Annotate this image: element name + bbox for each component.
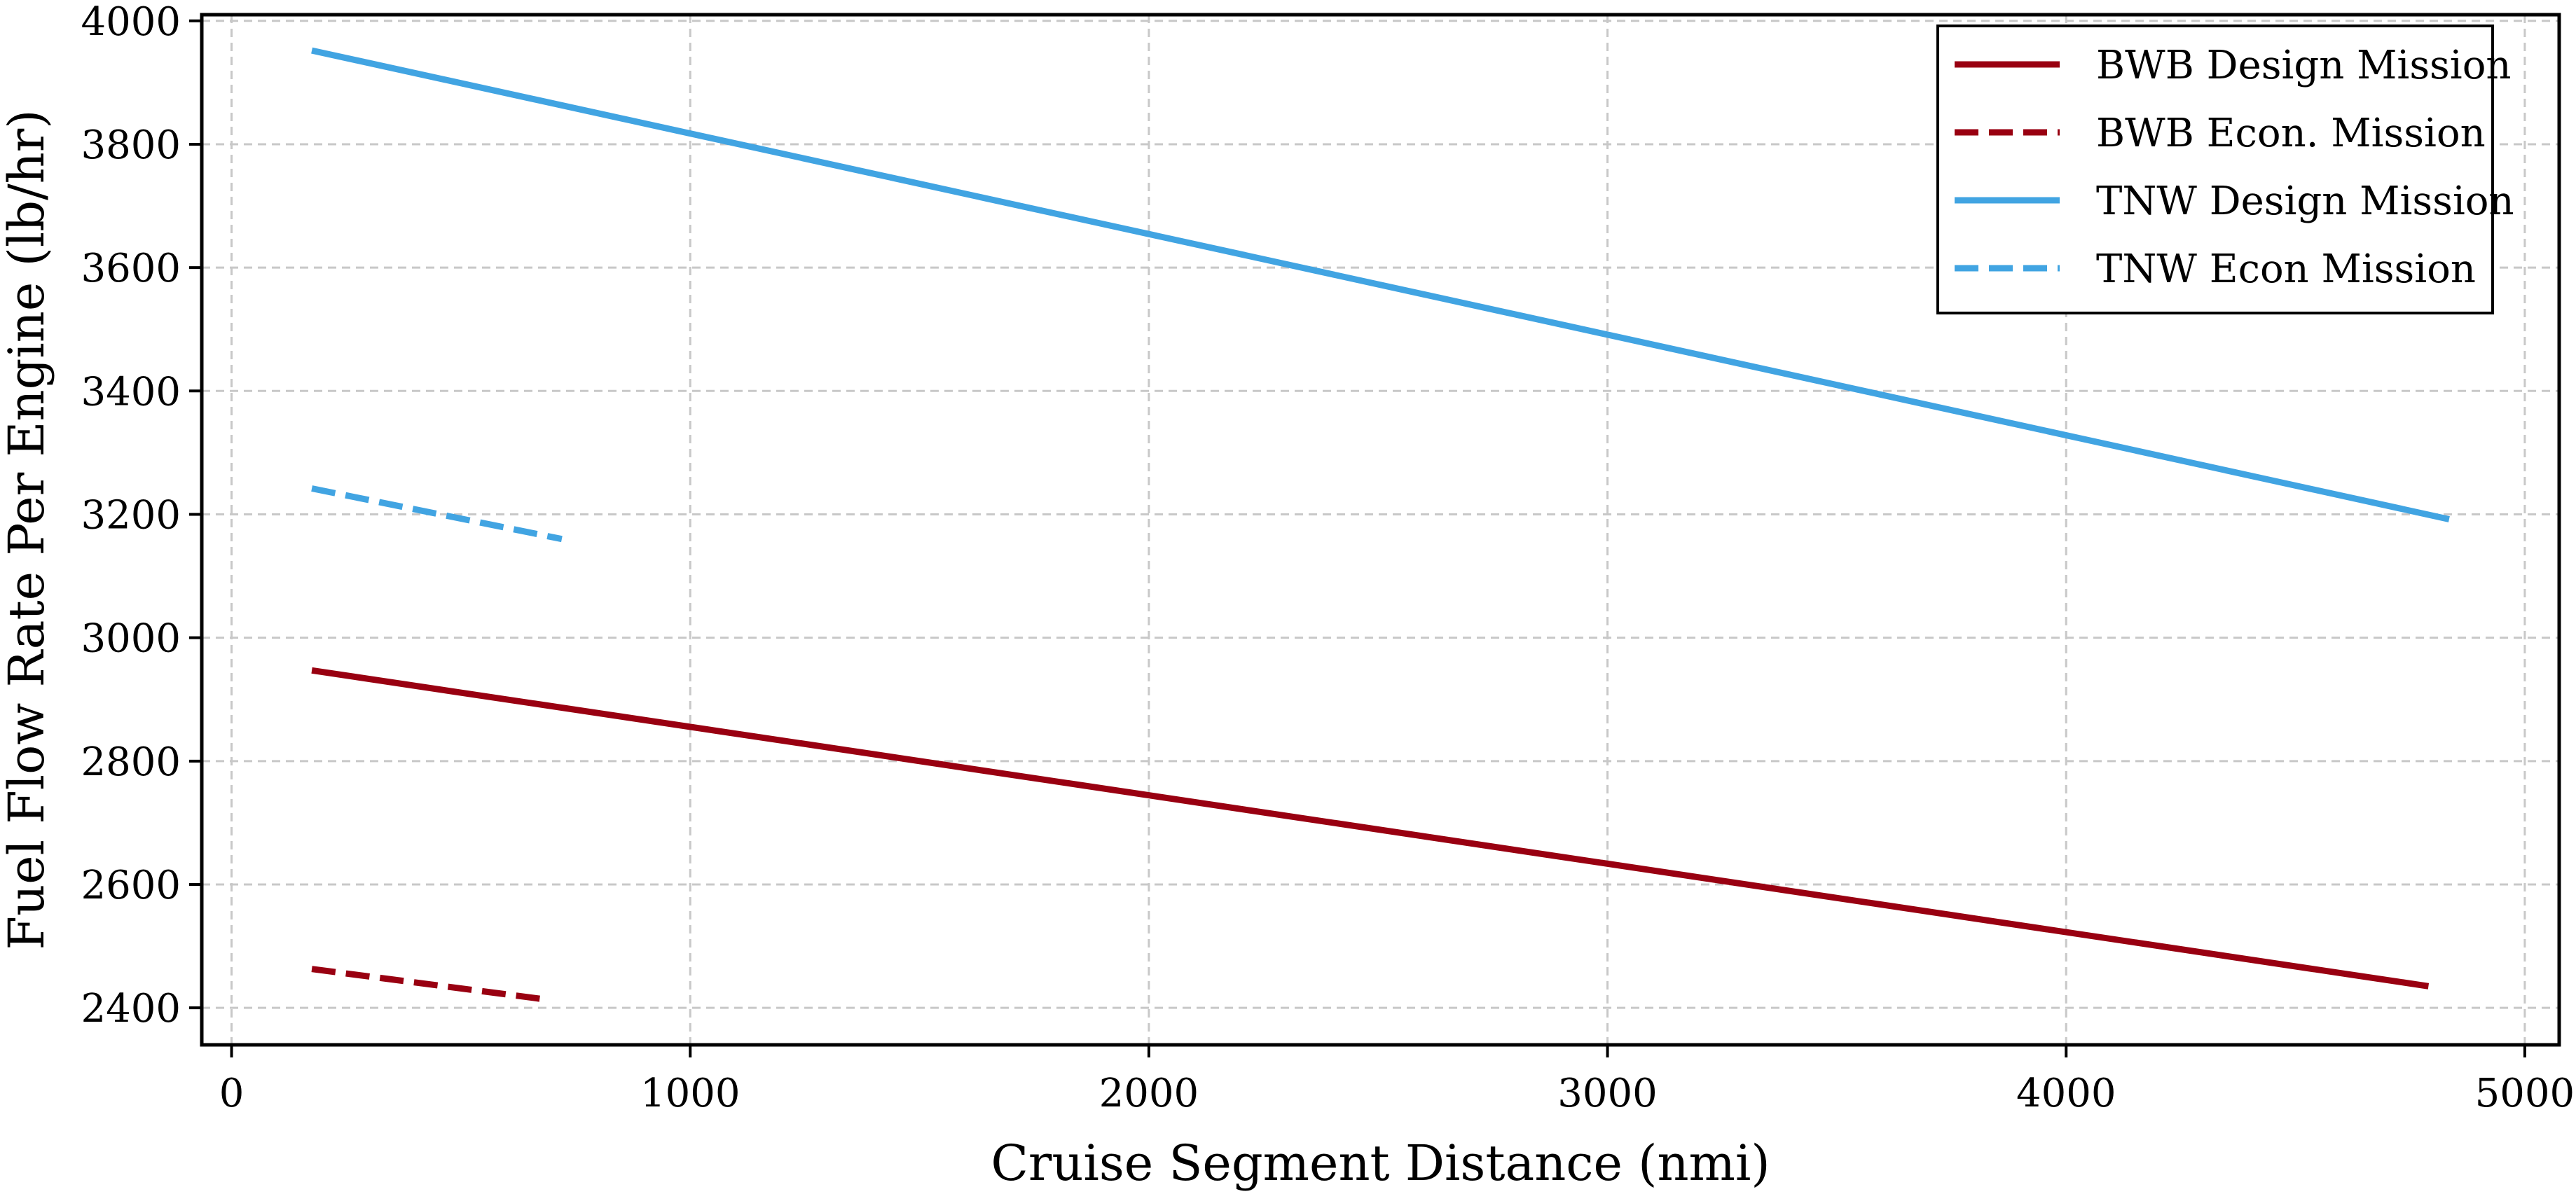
y-tick-label: 3800 <box>81 123 181 168</box>
legend-label: BWB Econ. Mission <box>2096 111 2486 156</box>
x-tick-label: 1000 <box>640 1071 741 1116</box>
series-lines <box>311 47 2450 1003</box>
x-tick-label: 3000 <box>1557 1071 1658 1116</box>
x-tick-label: 4000 <box>2016 1071 2116 1116</box>
plot-frame <box>200 13 2561 1047</box>
y-tick-label: 3600 <box>81 246 181 291</box>
legend: BWB Design Mission BWB Econ. Mission TNW D… <box>1936 25 2514 314</box>
grid-lines <box>202 15 2559 1045</box>
y-tick-label: 2400 <box>81 986 181 1032</box>
x-axis-title: Cruise Segment Distance (nmi) <box>991 1134 1770 1192</box>
series-line-2 <box>311 966 544 1003</box>
y-axis-ticks: 2400 2600 2800 3000 3200 3400 3600 3800 4000 <box>81 0 202 1032</box>
legend-label: BWB Design Mission <box>2096 43 2511 88</box>
y-tick-label: 2600 <box>81 863 181 908</box>
y-tick-label: 3000 <box>81 616 181 662</box>
legend-label: TNW Econ Mission <box>2096 247 2476 292</box>
x-axis-ticks: 0 1000 2000 3000 4000 5000 <box>219 1045 2575 1116</box>
x-tick-label: 0 <box>219 1071 244 1116</box>
y-tick-label: 3400 <box>81 369 181 415</box>
legend-label: TNW Design Mission <box>2096 179 2514 224</box>
series-line-1 <box>311 667 2430 990</box>
y-tick-label: 3200 <box>81 492 181 538</box>
y-axis-title: Fuel Flow Rate Per Engine (lb/hr) <box>0 109 55 950</box>
y-tick-label: 2800 <box>81 740 181 785</box>
series-line-3 <box>311 47 2450 522</box>
x-tick-label: 2000 <box>1099 1071 1199 1116</box>
x-tick-label: 5000 <box>2475 1071 2575 1116</box>
series-line-4 <box>311 485 563 543</box>
y-tick-label: 4000 <box>81 0 181 45</box>
